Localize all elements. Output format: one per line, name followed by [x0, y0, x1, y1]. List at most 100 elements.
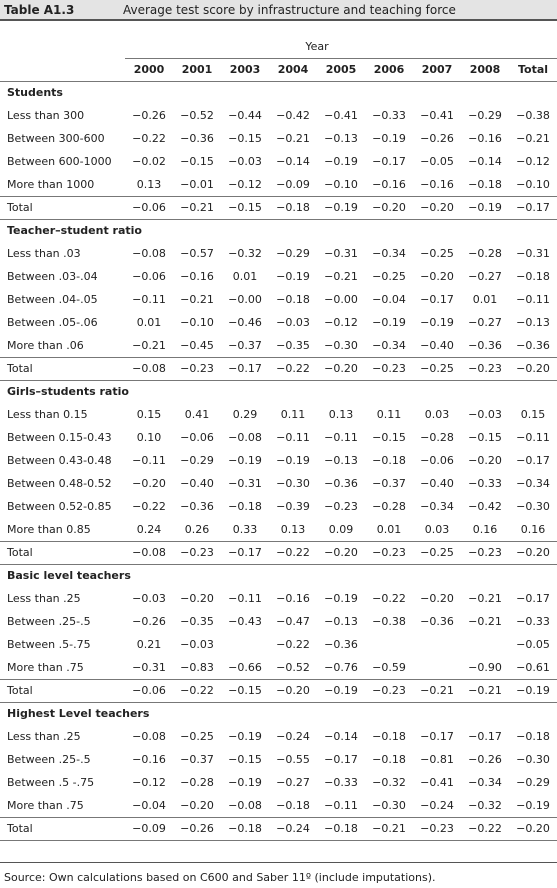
cell: −0.38 [516, 109, 550, 122]
cell: −0.52 [180, 109, 214, 122]
cell: −0.35 [276, 338, 310, 352]
cell: −0.16 [372, 177, 406, 191]
cell: −0.29 [516, 776, 550, 789]
cell: −0.34 [372, 247, 406, 260]
row-label: Less than 0.15 [7, 408, 88, 421]
cell: −0.17 [468, 730, 502, 743]
total-row: Total −0.08 −0.23 −0.17 −0.22 −0.20 −0.23 −0.25… [0, 540, 557, 565]
cell: 0.26 [184, 522, 210, 536]
total-row: Total −0.06 −0.21 −0.15 −0.18 −0.19 −0.20 −0.20… [0, 195, 557, 220]
cell: −0.23 [413, 816, 461, 841]
cell: −0.42 [468, 500, 502, 513]
cell: −0.32 [372, 776, 406, 789]
cell: 0.13 [328, 408, 354, 421]
column-header: 2003 [221, 58, 269, 82]
cell: −0.41 [420, 776, 454, 789]
cell: −0.19 [228, 730, 262, 743]
section-title: Basic level teachers [7, 569, 131, 583]
cell: −0.21 [468, 615, 502, 628]
cell: −0.11 [276, 431, 310, 444]
cell: −0.61 [516, 660, 550, 674]
cell: −0.27 [276, 776, 310, 789]
section-row: Girls–students ratio [0, 380, 557, 403]
cell: −0.34 [516, 477, 550, 490]
cell: −0.36 [420, 615, 454, 628]
cell: −0.19 [372, 316, 406, 329]
data-row: More than .06 −0.21 −0.45 −0.37 −0.35 −0.30 −0… [0, 334, 557, 357]
cell: −0.36 [180, 500, 214, 513]
cell: −0.22 [461, 816, 509, 841]
cell: −0.36 [516, 338, 550, 352]
cell: −0.21 [461, 678, 509, 703]
data-row: Between 0.43-0.48 −0.11 −0.29 −0.19 −0.19 −0.… [0, 449, 557, 472]
cell: −0.19 [276, 270, 310, 283]
row-label: Between 0.52-0.85 [7, 500, 112, 513]
column-header: 2006 [365, 58, 413, 82]
cell: −0.23 [461, 356, 509, 381]
cell: −0.21 [276, 132, 310, 145]
cell: 0.21 [136, 638, 162, 651]
cell: −0.06 [125, 195, 173, 220]
cell: −0.08 [228, 798, 262, 812]
cell: −0.17 [324, 753, 358, 766]
spacer-cell [0, 58, 125, 82]
cell: −0.14 [276, 155, 310, 168]
cell [413, 633, 461, 656]
data-row: Between .04-.05 −0.11 −0.21 −0.00 −0.18 −0.00… [0, 288, 557, 311]
row-label: Less than 300 [7, 109, 85, 122]
row-label: Between 0.43-0.48 [7, 454, 112, 467]
cell: −0.03 [276, 316, 310, 329]
bottom-rule [0, 862, 557, 863]
cell: −0.16 [420, 177, 454, 191]
section-row: Basic level teachers [0, 564, 557, 587]
cell: −0.13 [516, 316, 550, 329]
cell: −0.23 [365, 678, 413, 703]
spacer-cell [0, 35, 125, 58]
section-row: Highest Level teachers [0, 702, 557, 725]
row-label: Between .25-.5 [7, 615, 91, 628]
cell: −0.40 [420, 338, 454, 352]
cell: −0.21 [180, 293, 214, 306]
row-label: Between 300-600 [7, 132, 105, 145]
cell: −0.21 [324, 270, 358, 283]
cell: −0.15 [228, 132, 262, 145]
cell: −0.36 [324, 477, 358, 490]
section-row: Students [0, 81, 557, 104]
row-label: Total [0, 356, 125, 381]
row-label: More than .75 [7, 798, 84, 812]
cell: −0.03 [180, 638, 214, 651]
column-header: 2005 [317, 58, 365, 82]
cell: 0.03 [424, 408, 450, 421]
cell: −0.11 [132, 454, 166, 467]
cell: −0.19 [420, 316, 454, 329]
cell: −0.13 [324, 132, 358, 145]
cell: −0.42 [276, 109, 310, 122]
cell: −0.41 [420, 109, 454, 122]
cell [413, 656, 461, 679]
cell: −0.33 [324, 776, 358, 789]
cell: −0.17 [420, 730, 454, 743]
cell: −0.21 [132, 338, 166, 352]
cell: −0.33 [516, 615, 550, 628]
cell: −0.19 [317, 195, 365, 220]
cell: 0.01 [472, 293, 498, 306]
cell: −0.31 [132, 660, 166, 674]
cell: −0.23 [173, 356, 221, 381]
cell: −0.76 [324, 660, 358, 674]
data-row: Between .05-.06 0.01 −0.10 −0.46 −0.03 −0.12 −… [0, 311, 557, 334]
cell: 0.01 [136, 316, 162, 329]
cell: −0.23 [365, 356, 413, 381]
cell: −0.14 [468, 155, 502, 168]
cell: −0.09 [125, 816, 173, 841]
cell: −0.02 [132, 155, 166, 168]
cell: −0.19 [516, 798, 550, 812]
cell: −0.20 [365, 195, 413, 220]
cell: −0.15 [221, 678, 269, 703]
data-row: Between .25-.5 −0.26 −0.35 −0.43 −0.47 −0.13 −… [0, 610, 557, 633]
column-header: 2007 [413, 58, 461, 82]
row-label: More than 0.85 [7, 522, 91, 536]
cell: −0.10 [516, 177, 550, 191]
cell: −0.36 [324, 638, 358, 651]
cell: −0.26 [420, 132, 454, 145]
source-note: Source: Own calculations based on C600 a… [4, 871, 436, 884]
